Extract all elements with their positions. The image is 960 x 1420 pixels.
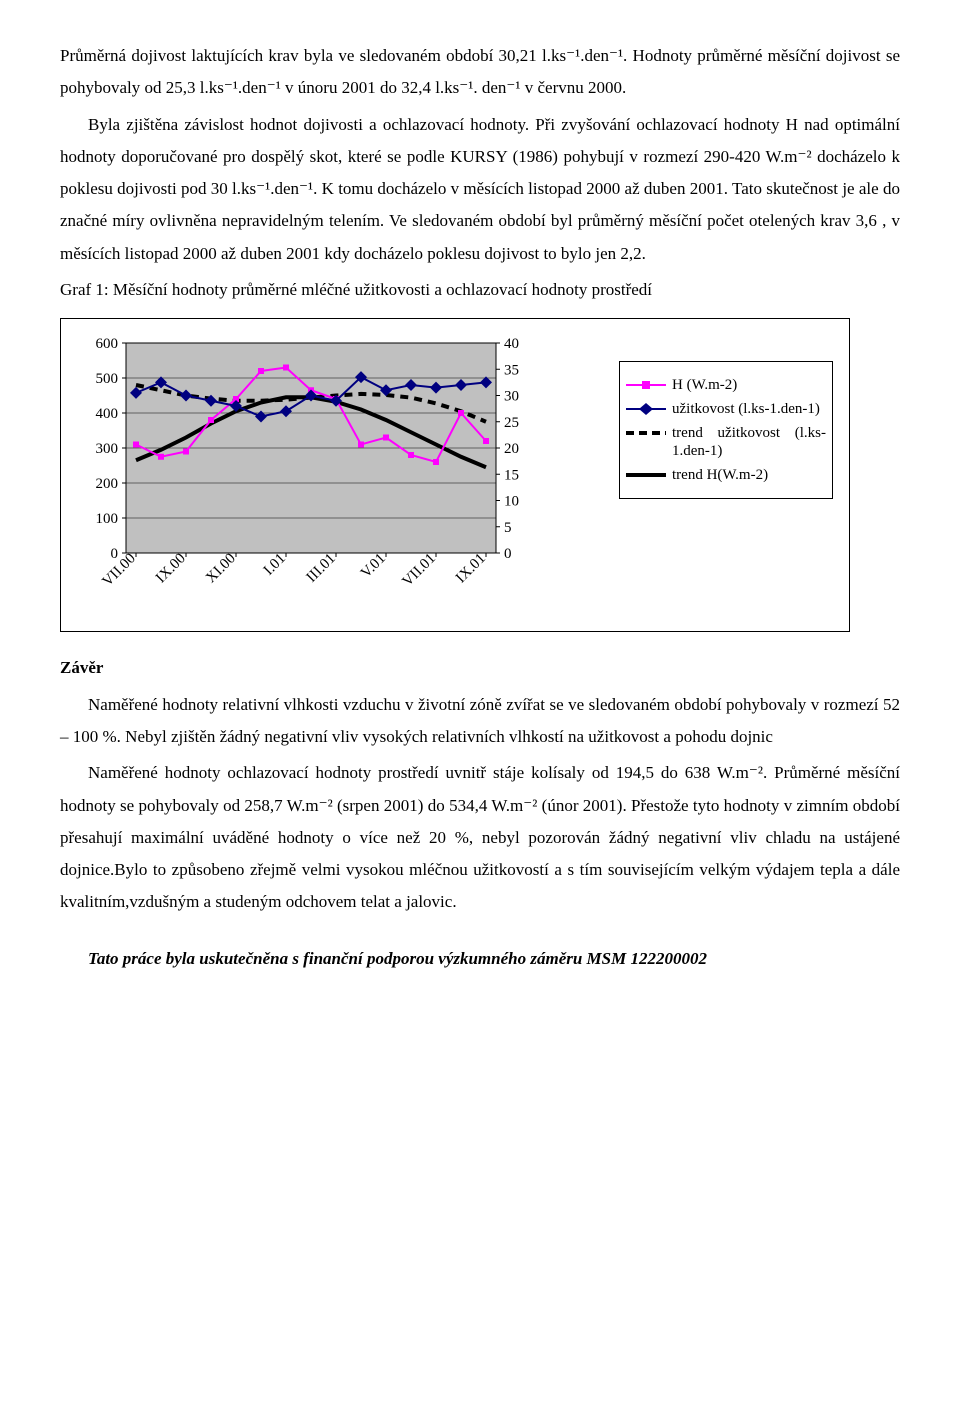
legend-row: trend užitkovost (l.ks-1.den-1) xyxy=(626,424,826,460)
svg-text:40: 40 xyxy=(504,336,519,352)
svg-text:VII.01: VII.01 xyxy=(400,551,439,590)
legend-row: trend H(W.m-2) xyxy=(626,466,826,484)
svg-text:0: 0 xyxy=(504,546,512,562)
svg-text:10: 10 xyxy=(504,494,519,510)
svg-text:V.01: V.01 xyxy=(358,551,389,582)
legend-swatch-icon xyxy=(626,468,666,482)
svg-text:IX.00: IX.00 xyxy=(153,551,189,587)
conclusion-heading: Závěr xyxy=(60,652,900,684)
svg-text:0: 0 xyxy=(111,546,119,562)
conclusion-p1: Naměřené hodnoty relativní vlhkosti vzdu… xyxy=(60,689,900,754)
svg-text:IX.01: IX.01 xyxy=(453,551,489,587)
legend-label: užitkovost (l.ks-1.den-1) xyxy=(672,400,826,418)
paragraph-2: Byla zjištěna závislost hodnot dojivosti… xyxy=(60,109,900,270)
legend-label: trend H(W.m-2) xyxy=(672,466,826,484)
svg-text:XI.00: XI.00 xyxy=(203,551,239,587)
svg-text:100: 100 xyxy=(96,511,119,527)
chart-container: 0 100 200 300 400 500 600 0 5 10 15 20 25 30 35 40 VII.0… xyxy=(60,318,850,632)
svg-text:200: 200 xyxy=(96,476,119,492)
svg-text:15: 15 xyxy=(504,468,519,484)
legend-row: užitkovost (l.ks-1.den-1) xyxy=(626,400,826,418)
svg-text:600: 600 xyxy=(96,336,119,352)
chart-caption: Graf 1: Měsíční hodnoty průměrné mléčné … xyxy=(60,274,900,306)
svg-text:35: 35 xyxy=(504,363,519,379)
legend-swatch-icon xyxy=(626,378,666,392)
svg-text:5: 5 xyxy=(504,520,512,536)
svg-text:25: 25 xyxy=(504,415,519,431)
svg-text:500: 500 xyxy=(96,371,119,387)
svg-text:III.01: III.01 xyxy=(304,551,339,586)
conclusion-p2: Naměřené hodnoty ochlazovací hodnoty pro… xyxy=(60,757,900,918)
svg-text:300: 300 xyxy=(96,441,119,457)
paragraph-1: Průměrná dojivost laktujících krav byla … xyxy=(60,40,900,105)
legend-label: H (W.m-2) xyxy=(672,376,826,394)
svg-text:VII.00: VII.00 xyxy=(100,551,139,590)
svg-text:20: 20 xyxy=(504,441,519,457)
svg-text:400: 400 xyxy=(96,406,119,422)
svg-text:30: 30 xyxy=(504,389,519,405)
legend-label: trend užitkovost (l.ks-1.den-1) xyxy=(672,424,826,460)
chart-svg: 0 100 200 300 400 500 600 0 5 10 15 20 25 30 35 40 VII.0… xyxy=(71,333,601,623)
chart-legend: H (W.m-2) užitkovost (l.ks-1.den-1) trend … xyxy=(619,361,833,499)
legend-swatch-icon xyxy=(626,426,666,440)
legend-row: H (W.m-2) xyxy=(626,376,826,394)
legend-swatch-icon xyxy=(626,402,666,416)
footnote: Tato práce byla uskutečněna s finanční p… xyxy=(60,943,900,975)
svg-text:I.01: I.01 xyxy=(261,551,289,579)
